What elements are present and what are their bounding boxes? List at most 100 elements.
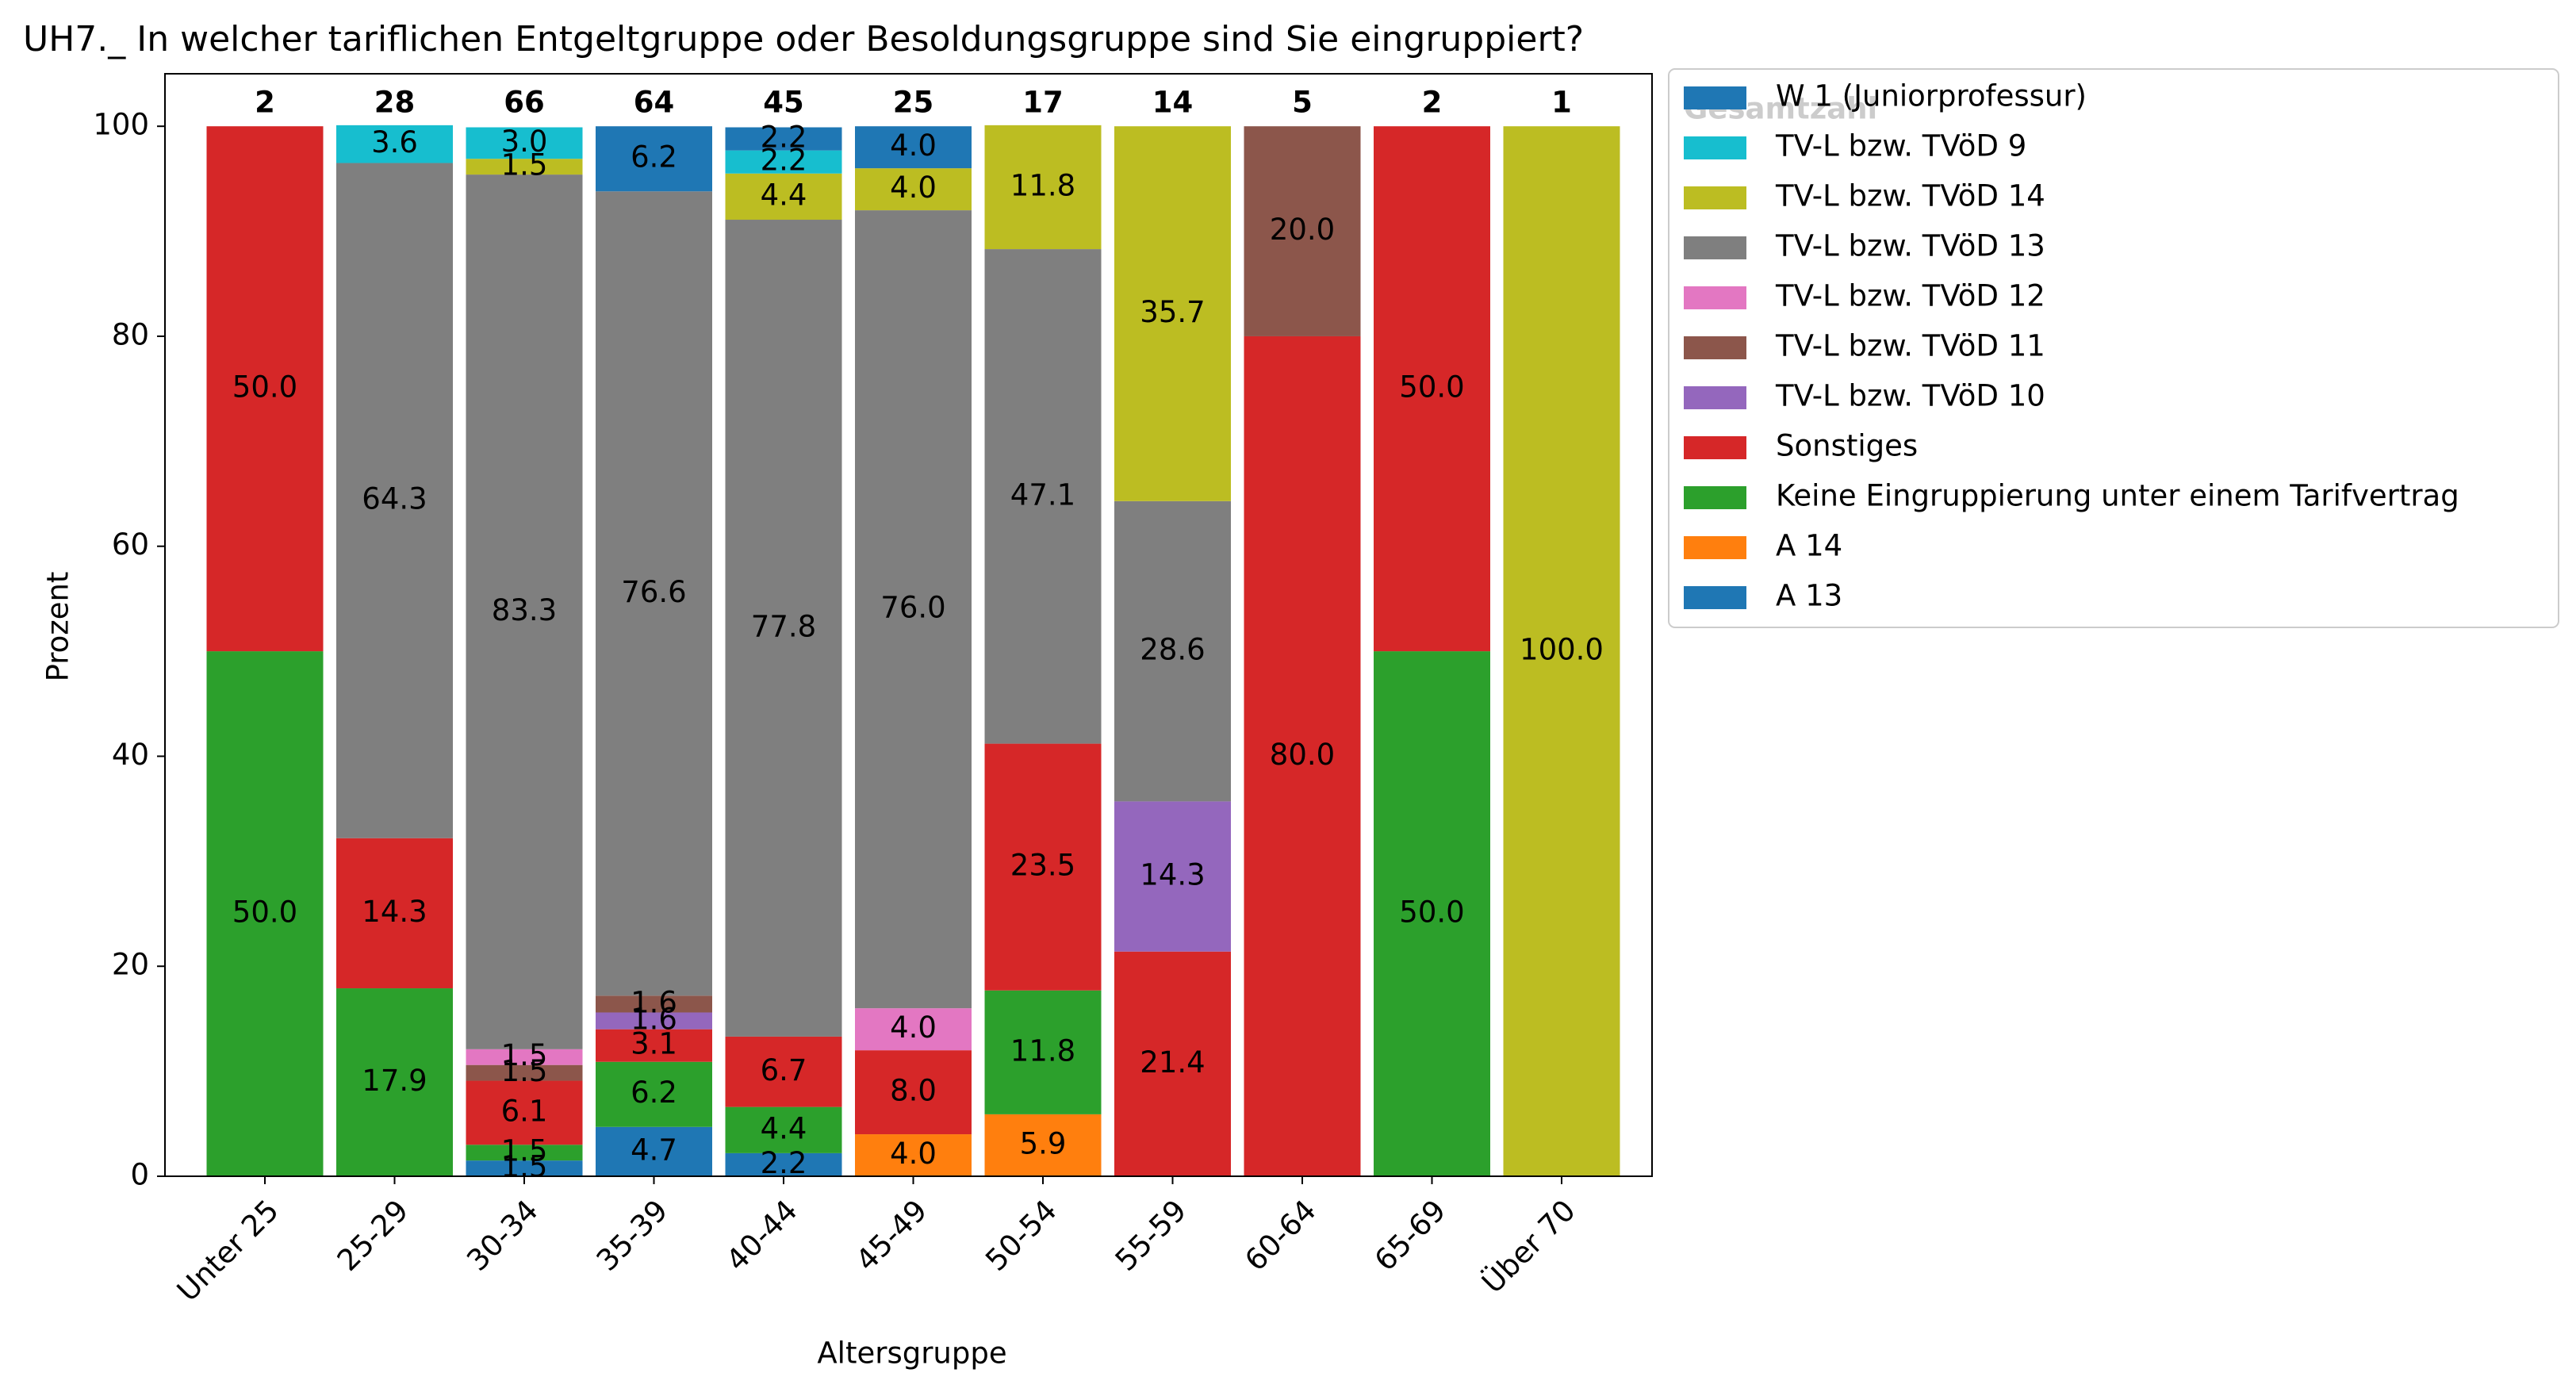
- legend-swatch: [1684, 236, 1746, 259]
- data-label: 77.8: [751, 609, 816, 643]
- data-label: 11.8: [1010, 168, 1075, 202]
- bar-segment: [725, 1036, 842, 1107]
- bar-segment: [466, 1160, 583, 1176]
- y-tick-label: 80: [112, 317, 149, 351]
- legend-swatch: [1684, 336, 1746, 359]
- y-tick-label: 20: [112, 948, 149, 982]
- bar-segment: [336, 838, 453, 989]
- legend-label: W 1 (Juniorprofessur): [1776, 79, 2087, 113]
- data-label: 50.0: [1399, 895, 1464, 930]
- data-label: 6.7: [761, 1053, 807, 1087]
- y-axis-label: Prozent: [41, 572, 75, 682]
- bar-segment: [596, 995, 712, 1013]
- bar-segment: [466, 1064, 583, 1081]
- data-label: 2.2: [761, 144, 807, 178]
- bar-segment: [206, 651, 324, 1176]
- legend-label: A 14: [1776, 529, 1842, 563]
- legend-label: TV-L bzw. TVöD 11: [1775, 329, 2045, 363]
- data-label: 64.3: [362, 482, 427, 516]
- legend-label: Sonstiges: [1776, 429, 1918, 463]
- y-tick-label: 100: [93, 108, 149, 142]
- bar-segment: [466, 159, 583, 175]
- y-tick-label: 40: [112, 738, 149, 772]
- data-label: 3.6: [371, 125, 418, 159]
- data-label: 50.0: [232, 895, 297, 930]
- x-axis-label: Altersgruppe: [817, 1336, 1006, 1371]
- bar-segment: [466, 1049, 583, 1065]
- x-tick-label: Über 70: [1475, 1193, 1582, 1300]
- bar-segment: [984, 249, 1102, 744]
- total-label: 28: [374, 86, 416, 120]
- total-label: 45: [763, 86, 804, 120]
- bar-segment: [596, 1012, 712, 1030]
- bar-segment: [1374, 651, 1490, 1176]
- data-label: 14.3: [1140, 858, 1205, 892]
- bar-segment: [1114, 126, 1231, 501]
- data-label: 1.6: [631, 1003, 677, 1037]
- bar-segment: [336, 163, 453, 838]
- x-tick-label: 35-39: [590, 1193, 674, 1277]
- bar-segment: [1114, 500, 1231, 802]
- bar-segment: [855, 1008, 972, 1051]
- legend-swatch: [1684, 386, 1746, 409]
- legend-label: A 13: [1776, 579, 1842, 613]
- total-label: 2: [1422, 86, 1443, 120]
- bar-segment: [596, 1061, 712, 1127]
- bar-segment: [1244, 126, 1361, 336]
- total-label: 2: [255, 86, 275, 120]
- total-label: 5: [1292, 86, 1313, 120]
- legend-label: TV-L bzw. TVöD 10: [1775, 379, 2045, 413]
- legend-label: TV-L bzw. TVöD 12: [1775, 279, 2045, 313]
- total-label: 14: [1152, 86, 1194, 120]
- bar-segment: [466, 1145, 583, 1161]
- bar-segment: [1503, 126, 1620, 1177]
- x-tick-label: Unter 25: [171, 1193, 286, 1308]
- data-label: 4.0: [890, 1010, 937, 1045]
- bar-segment: [855, 1134, 972, 1176]
- data-label: 50.0: [1399, 370, 1464, 405]
- bar-segment: [1114, 951, 1231, 1176]
- bar-segment: [596, 1126, 712, 1176]
- data-label: 21.4: [1140, 1045, 1205, 1079]
- data-label: 3.1: [631, 1027, 677, 1061]
- data-label: 50.0: [232, 370, 297, 405]
- bar-segment: [984, 743, 1102, 991]
- data-label: 8.0: [890, 1074, 937, 1108]
- legend-swatch: [1684, 586, 1746, 609]
- bar-segment: [855, 210, 972, 1009]
- y-tick-label: 0: [130, 1158, 149, 1192]
- bar-segment: [725, 220, 842, 1037]
- legend-swatch: [1684, 136, 1746, 159]
- bar-segment: [1244, 336, 1361, 1176]
- bar-segment: [984, 1114, 1102, 1176]
- x-tick-label: 25-29: [331, 1193, 415, 1277]
- data-label: 4.7: [631, 1133, 677, 1167]
- x-tick-label: 50-54: [979, 1193, 1063, 1277]
- bar-segment: [1374, 126, 1490, 652]
- data-label: 76.6: [621, 575, 686, 609]
- bar-segment: [984, 125, 1102, 250]
- bar-segment: [466, 1080, 583, 1145]
- data-label: 83.3: [492, 593, 557, 627]
- data-label: 5.9: [1020, 1126, 1067, 1160]
- bar-segment: [855, 126, 972, 169]
- bar-segment: [596, 1029, 712, 1062]
- bar-segment: [725, 127, 842, 151]
- plot-frame: [164, 73, 1653, 1177]
- legend-swatch: [1684, 486, 1746, 509]
- bar-segment: [1114, 801, 1231, 952]
- bar-segment: [725, 173, 842, 220]
- legend-box: [1668, 68, 2559, 628]
- data-label: 4.0: [890, 128, 937, 163]
- total-label: 66: [504, 86, 545, 120]
- legend-label: TV-L bzw. TVöD 14: [1775, 179, 2045, 213]
- total-label: 64: [634, 86, 675, 120]
- data-label: 1.5: [501, 1134, 548, 1168]
- data-label: 14.3: [362, 895, 427, 929]
- x-tick-label: 45-49: [849, 1193, 933, 1277]
- y-tick-label: 60: [112, 527, 149, 562]
- total-label: 25: [893, 86, 934, 120]
- data-label: 76.0: [880, 591, 945, 625]
- data-label: 4.4: [761, 1111, 807, 1145]
